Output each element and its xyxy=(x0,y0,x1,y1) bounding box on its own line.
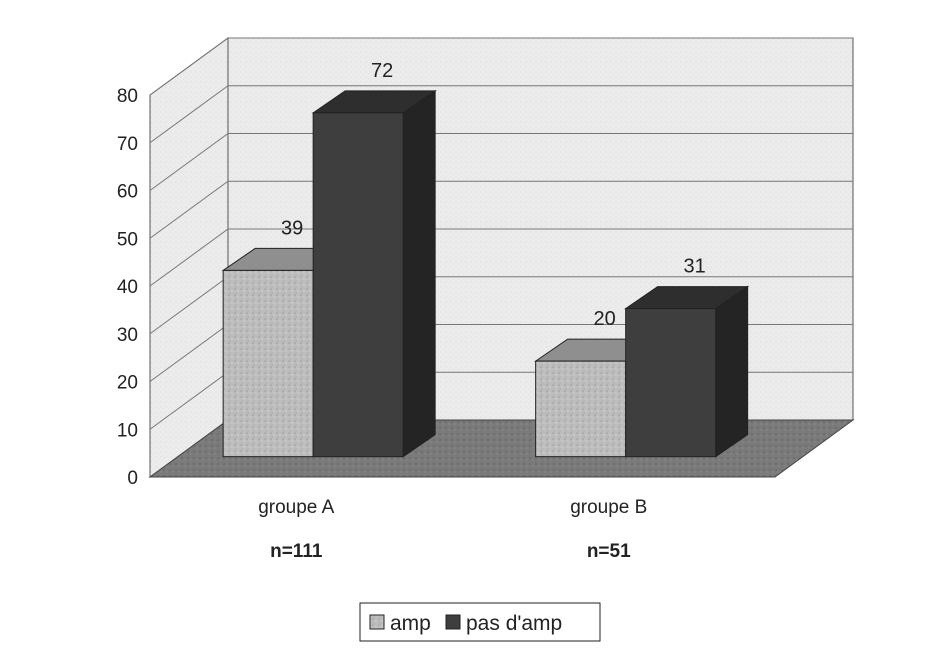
gridline xyxy=(149,37,853,96)
bars xyxy=(221,89,750,458)
gridline xyxy=(149,133,853,191)
x-axis-categories: groupe A n=111 groupe B n=51 xyxy=(258,497,647,562)
legend-label: pas d'amp xyxy=(466,612,562,635)
bar xyxy=(624,285,750,458)
bar-side xyxy=(402,89,436,458)
data-labels: 39 72 20 31 xyxy=(281,60,706,330)
category-label: groupe A xyxy=(258,497,334,518)
y-axis-ticks: 0 10 20 30 40 50 60 70 80 xyxy=(117,86,138,489)
y-tick-label: 60 xyxy=(117,182,138,203)
data-label: 31 xyxy=(684,256,706,278)
y-tick-label: 10 xyxy=(117,420,138,441)
bar-front xyxy=(312,112,404,458)
y-tick-label: 0 xyxy=(127,468,138,489)
bar-front xyxy=(222,269,314,458)
category-label: groupe B xyxy=(570,497,647,518)
gridline xyxy=(149,85,853,144)
y-tick-label: 70 xyxy=(117,134,138,155)
y-tick-label: 50 xyxy=(117,229,138,250)
legend-box xyxy=(359,602,601,642)
data-label: 72 xyxy=(371,60,393,82)
y-tick-label: 80 xyxy=(117,86,138,107)
bar xyxy=(311,89,437,458)
legend: amp pas d'amp xyxy=(359,602,601,642)
legend-label: amp xyxy=(390,612,431,635)
gridline xyxy=(149,180,853,239)
data-label: 39 xyxy=(281,217,303,239)
bar-side xyxy=(715,285,749,458)
bar-front xyxy=(625,308,717,458)
y-tick-label: 40 xyxy=(117,277,138,298)
legend-swatch xyxy=(369,614,385,630)
gridline xyxy=(149,228,853,287)
y-tick-label: 20 xyxy=(117,373,138,394)
legend-swatch xyxy=(445,614,461,630)
y-tick-label: 30 xyxy=(117,325,138,346)
category-sublabel: n=111 xyxy=(270,541,323,562)
bar-front xyxy=(535,360,627,458)
data-label: 20 xyxy=(594,308,616,330)
category-sublabel: n=51 xyxy=(587,541,631,562)
